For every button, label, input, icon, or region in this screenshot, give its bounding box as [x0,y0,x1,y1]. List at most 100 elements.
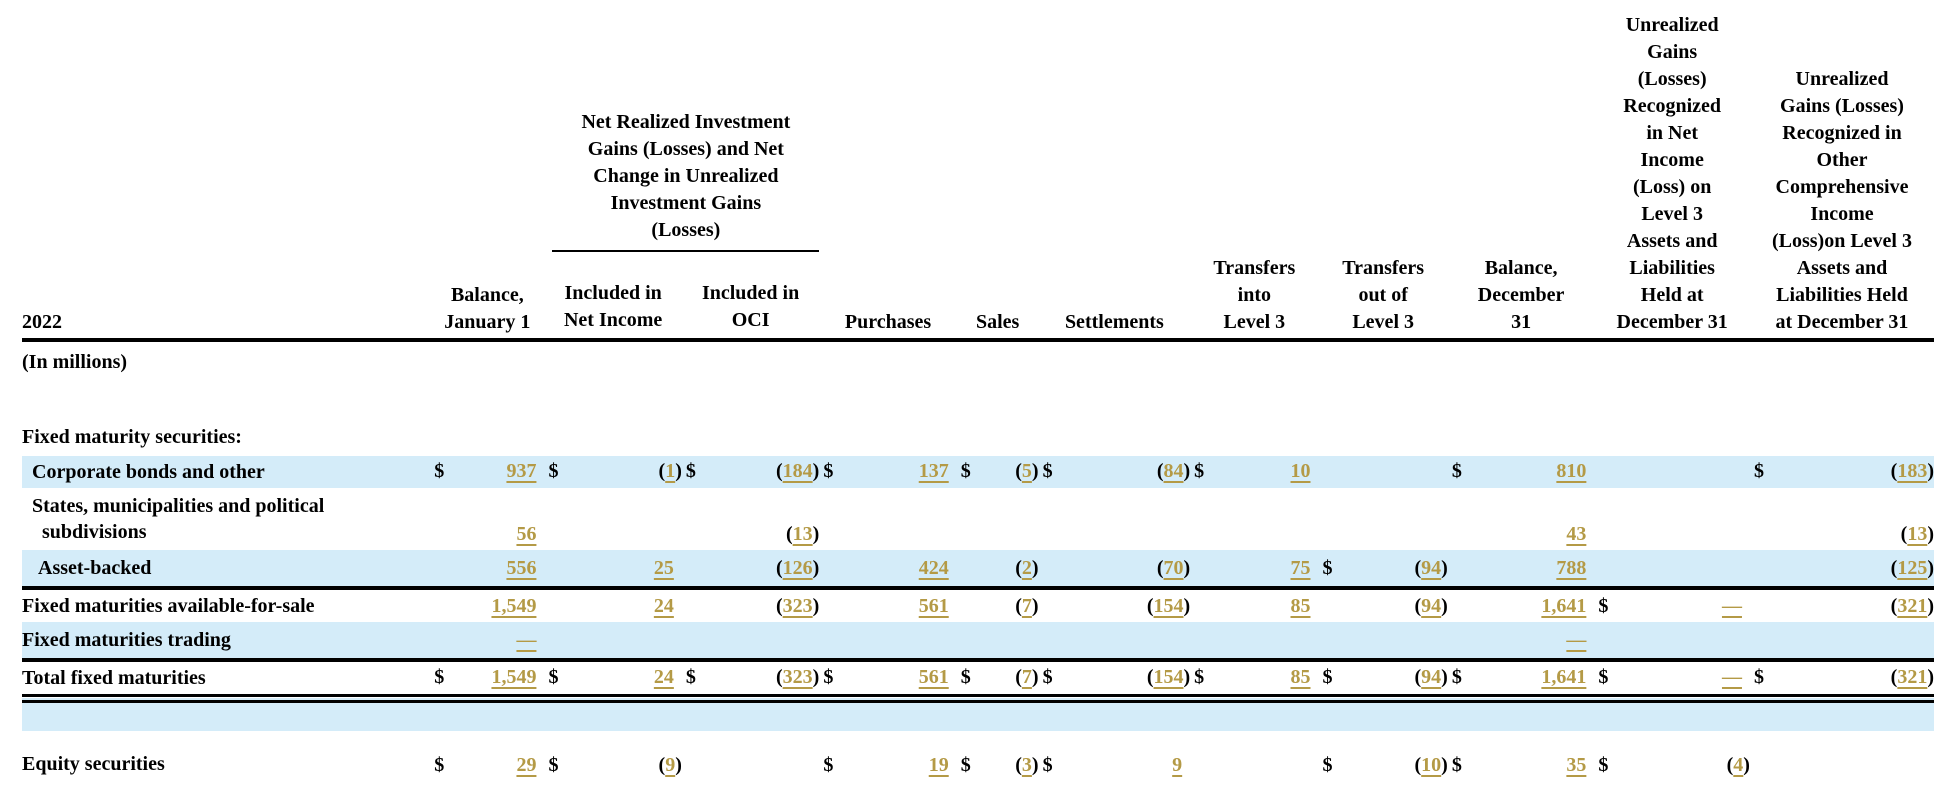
value-link[interactable]: 321 [1897,666,1928,689]
value-link[interactable]: 3 [1021,754,1032,776]
table-row: Total fixed maturities $1,549 $24 $ (323) $56… [22,660,1934,703]
cell-value: 561 [849,660,957,703]
value-link[interactable]: 1,549 [491,594,537,617]
value-link[interactable]: 85 [1290,594,1311,617]
value-link[interactable]: 937 [506,460,537,483]
value-link[interactable]: 13 [792,523,813,545]
dollar-sign: $ [544,454,575,488]
value-link[interactable]: 13 [1907,523,1928,545]
cell-value: — [1478,622,1595,662]
value-link[interactable]: 35 [1566,754,1587,776]
value-link[interactable]: 70 [1163,556,1184,579]
cell-value [1624,550,1750,590]
dollar-sign [681,550,713,590]
value-link[interactable]: 24 [653,594,674,617]
dollar-sign [1594,454,1625,488]
value-link[interactable]: 561 [918,594,949,617]
dollar-sign: $ [1042,754,1053,776]
value-link[interactable]: 94 [1421,594,1442,617]
table-row: Equity securities $29 $ (9) $19 $ (3) $9 $ (10) $3… [22,731,1934,783]
dollar-sign [956,550,988,590]
cell-value: — [1625,588,1750,622]
cell-value [1069,488,1190,550]
value-link[interactable]: 9 [1172,754,1183,776]
value-link[interactable]: 84 [1163,460,1184,483]
value-link[interactable]: 75 [1290,556,1311,579]
cell-value [1220,488,1318,550]
value-link[interactable]: 4 [1733,754,1744,776]
dollar-sign: $ [1749,454,1781,488]
table-row: Fixed maturities trading — — [22,622,1934,662]
cell-value: 19 [850,731,957,783]
cell-value [1068,622,1191,662]
value-link[interactable]: 29 [516,754,537,776]
cell-value: 788 [1478,550,1595,590]
value-link[interactable]: 321 [1897,594,1928,617]
value-link[interactable]: 424 [918,556,949,579]
dollar-sign [1190,698,1221,731]
value-link[interactable]: 24 [653,666,674,689]
value-link[interactable]: — [1566,628,1587,651]
value-link[interactable]: 19 [928,754,949,776]
row-label: Fixed maturities available-for-sale [22,595,315,617]
value-link[interactable]: 1,641 [1541,666,1587,689]
cell-value: 810 [1478,454,1595,488]
dollar-sign: $ [681,660,713,703]
cell-value [1220,622,1319,662]
value-link[interactable]: 25 [653,556,674,579]
row-label: Fixed maturities trading [22,622,431,662]
cell-value: (94) [1414,594,1448,617]
dollar-sign [1447,550,1479,590]
dollar-sign: $ [1598,754,1609,776]
value-link[interactable]: 184 [782,460,813,483]
value-link[interactable]: 94 [1421,666,1442,689]
dollar-sign [1318,454,1349,488]
value-link[interactable]: 1,549 [491,666,537,689]
value-link[interactable]: 5 [1021,460,1032,483]
value-link[interactable]: 85 [1290,666,1311,689]
value-link[interactable]: 126 [782,556,813,579]
value-link[interactable]: 154 [1153,594,1184,617]
dollar-sign [1318,698,1349,731]
dollar-sign: $ [1322,754,1333,776]
value-link[interactable]: 10 [1290,460,1311,483]
value-link[interactable]: — [1721,594,1742,617]
dollar-sign [544,550,575,590]
value-link[interactable]: 810 [1556,460,1587,483]
value-link[interactable]: 137 [918,460,949,483]
value-link[interactable]: 7 [1021,666,1032,689]
value-link[interactable]: 323 [782,594,813,617]
value-link[interactable]: 7 [1021,594,1032,617]
cell-value: 24 [575,588,682,622]
value-link[interactable]: 1,641 [1541,594,1587,617]
value-link[interactable]: — [516,628,537,651]
value-link[interactable]: 125 [1897,556,1928,579]
cell-value: (323) [775,594,820,617]
value-link[interactable]: 1 [665,460,676,483]
cell-value: 85 [1220,588,1318,622]
value-link[interactable]: 561 [918,666,949,689]
dollar-sign [1750,731,1780,783]
row-label: Total fixed maturities [22,660,431,703]
value-link[interactable]: 556 [506,556,537,579]
dollar-sign [681,622,713,662]
value-link[interactable]: 2 [1021,556,1032,579]
value-link[interactable]: 43 [1566,523,1587,545]
value-link[interactable]: — [1721,666,1742,689]
dollar-sign [1594,488,1624,550]
value-link[interactable]: 9 [665,754,676,776]
value-link[interactable]: 183 [1897,460,1928,483]
value-link[interactable]: 154 [1153,666,1184,689]
dollar-sign [1038,622,1069,662]
cell-value [1348,698,1448,731]
cell-value [574,698,682,731]
dollar-sign [1190,488,1220,550]
value-link[interactable]: 788 [1556,556,1587,579]
value-link[interactable]: 10 [1421,754,1442,776]
col-header-settlements: Settlements [1064,311,1164,333]
cell-value [1624,622,1750,662]
value-link[interactable]: 94 [1421,556,1442,579]
cell-value: 561 [850,588,957,622]
value-link[interactable]: 323 [782,666,813,689]
value-link[interactable]: 56 [516,523,537,545]
